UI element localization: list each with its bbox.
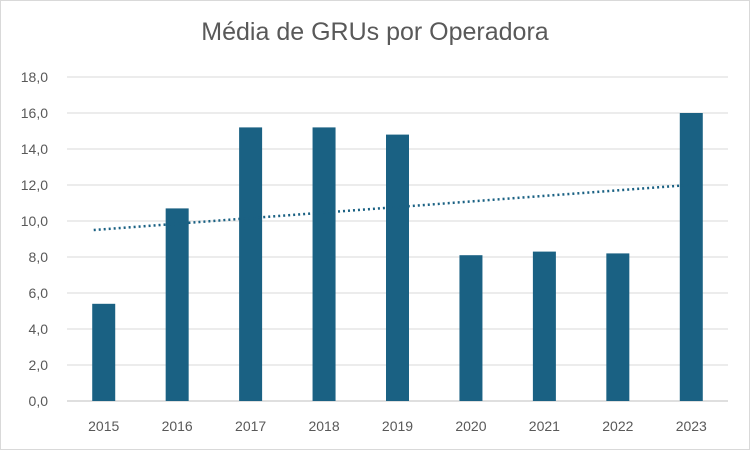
x-tick-label: 2017 xyxy=(235,418,266,434)
x-tick-label: 2022 xyxy=(602,418,633,434)
y-tick-label: 6,0 xyxy=(29,285,49,301)
y-tick-label: 10,0 xyxy=(21,213,48,229)
bar-2023 xyxy=(679,113,703,401)
trendline xyxy=(93,183,689,232)
y-tick-label: 12,0 xyxy=(21,177,48,193)
x-tick-label: 2020 xyxy=(455,418,486,434)
bar-2015 xyxy=(92,303,116,401)
x-tick-label: 2018 xyxy=(308,418,339,434)
x-tick-label: 2016 xyxy=(162,418,193,434)
bar-2020 xyxy=(459,255,483,401)
x-tick-label: 2019 xyxy=(382,418,413,434)
x-tick-label: 2015 xyxy=(88,418,119,434)
bar-2017 xyxy=(239,127,263,402)
y-tick-label: 8,0 xyxy=(29,249,49,265)
y-tick-label: 18,0 xyxy=(21,69,48,85)
x-axis-tick-labels: 2015 2016 2017 2018 2019 2020 2021 2022 2023 xyxy=(88,418,707,434)
bar-2016 xyxy=(165,208,189,401)
bar-2022 xyxy=(606,253,630,401)
bar-2021 xyxy=(532,251,556,401)
y-tick-label: 14,0 xyxy=(21,141,48,157)
bar-2019 xyxy=(386,134,409,401)
bars xyxy=(92,113,703,402)
y-tick-label: 4,0 xyxy=(29,321,49,337)
y-axis-tick-labels: 0,0 2,0 4,0 6,0 8,0 10,0 12,0 14,0 16,0 18,0 xyxy=(21,69,48,409)
x-tick-label: 2021 xyxy=(529,418,560,434)
y-tick-label: 16,0 xyxy=(21,105,48,121)
bar-2018 xyxy=(312,127,336,402)
y-tick-label: 0,0 xyxy=(29,393,49,409)
x-tick-label: 2023 xyxy=(676,418,707,434)
y-tick-label: 2,0 xyxy=(29,357,49,373)
chart-title: Média de GRUs por Operadora xyxy=(201,18,549,46)
